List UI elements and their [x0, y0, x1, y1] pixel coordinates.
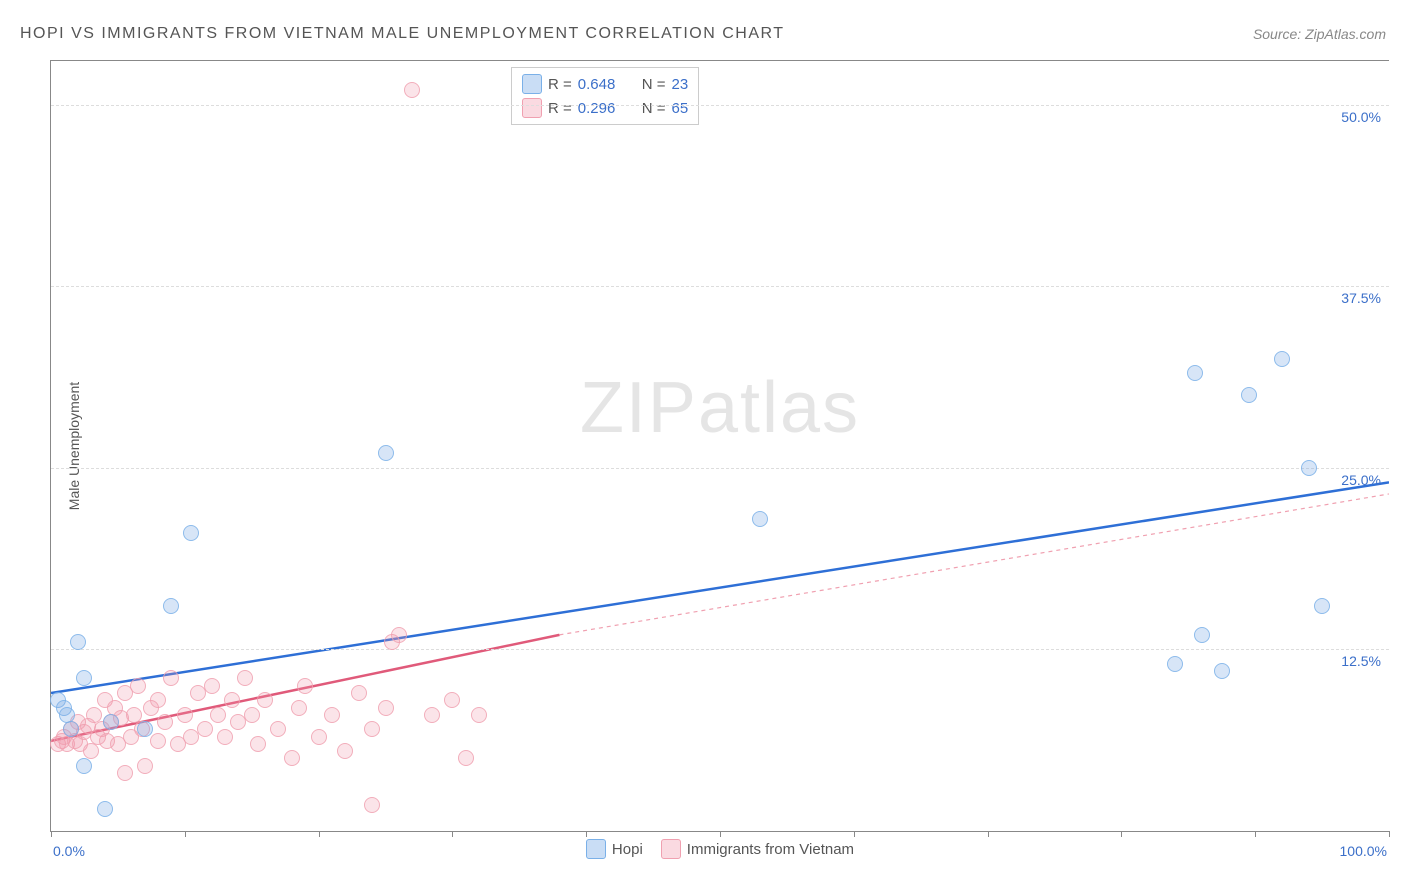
x-max-label: 100.0% — [1340, 843, 1387, 859]
data-point — [76, 670, 92, 686]
x-tick — [988, 831, 989, 837]
chart-header: HOPI VS IMMIGRANTS FROM VIETNAM MALE UNE… — [20, 25, 1386, 43]
data-point — [197, 721, 213, 737]
data-point — [337, 743, 353, 759]
data-point — [150, 733, 166, 749]
x-tick — [720, 831, 721, 837]
data-point — [117, 765, 133, 781]
data-point — [458, 750, 474, 766]
data-point — [150, 692, 166, 708]
data-point — [378, 445, 394, 461]
data-point — [1314, 598, 1330, 614]
data-point — [1241, 387, 1257, 403]
correlation-legend: R = 0.648 N = 23 R = 0.296 N = 65 — [511, 67, 699, 125]
y-tick-label: 50.0% — [1341, 109, 1381, 125]
series-legend: Hopi Immigrants from Vietnam — [51, 839, 1389, 859]
data-point — [297, 678, 313, 694]
data-point — [391, 627, 407, 643]
data-point — [351, 685, 367, 701]
gridline — [51, 105, 1389, 106]
data-point — [324, 707, 340, 723]
swatch-icon — [522, 98, 542, 118]
data-point — [70, 634, 86, 650]
scatter-chart: ZIPatlas R = 0.648 N = 23 R = 0.296 N = … — [50, 60, 1389, 832]
x-tick — [185, 831, 186, 837]
data-point — [364, 797, 380, 813]
r-value: 0.648 — [578, 76, 628, 93]
legend-item-hopi: Hopi — [586, 839, 643, 859]
data-point — [76, 758, 92, 774]
data-point — [250, 736, 266, 752]
data-point — [163, 670, 179, 686]
data-point — [1274, 351, 1290, 367]
data-point — [97, 801, 113, 817]
data-point — [1187, 365, 1203, 381]
x-tick — [319, 831, 320, 837]
data-point — [210, 707, 226, 723]
data-point — [284, 750, 300, 766]
data-point — [1214, 663, 1230, 679]
data-point — [291, 700, 307, 716]
data-point — [471, 707, 487, 723]
swatch-icon — [586, 839, 606, 859]
data-point — [183, 525, 199, 541]
r-value: 0.296 — [578, 100, 628, 117]
x-min-label: 0.0% — [53, 843, 85, 859]
data-point — [126, 707, 142, 723]
chart-title: HOPI VS IMMIGRANTS FROM VIETNAM MALE UNE… — [20, 25, 785, 43]
data-point — [137, 758, 153, 774]
x-tick — [452, 831, 453, 837]
n-value: 23 — [672, 76, 689, 93]
x-tick — [854, 831, 855, 837]
data-point — [237, 670, 253, 686]
data-point — [137, 721, 153, 737]
y-tick-label: 25.0% — [1341, 472, 1381, 488]
x-tick — [1389, 831, 1390, 837]
data-point — [752, 511, 768, 527]
data-point — [63, 721, 79, 737]
data-point — [364, 721, 380, 737]
legend-row-vietnam: R = 0.296 N = 65 — [522, 96, 688, 120]
legend-row-hopi: R = 0.648 N = 23 — [522, 72, 688, 96]
n-value: 65 — [672, 100, 689, 117]
data-point — [217, 729, 233, 745]
data-point — [59, 707, 75, 723]
x-tick — [1121, 831, 1122, 837]
source-attribution: Source: ZipAtlas.com — [1253, 26, 1386, 42]
data-point — [270, 721, 286, 737]
data-point — [257, 692, 273, 708]
data-point — [130, 678, 146, 694]
data-point — [103, 714, 119, 730]
gridline — [51, 286, 1389, 287]
data-point — [444, 692, 460, 708]
data-point — [1167, 656, 1183, 672]
data-point — [404, 82, 420, 98]
gridline — [51, 468, 1389, 469]
swatch-icon — [522, 74, 542, 94]
gridline — [51, 649, 1389, 650]
y-tick-label: 12.5% — [1341, 653, 1381, 669]
x-tick — [51, 831, 52, 837]
data-point — [224, 692, 240, 708]
data-point — [1301, 460, 1317, 476]
legend-item-vietnam: Immigrants from Vietnam — [661, 839, 854, 859]
y-tick-label: 37.5% — [1341, 290, 1381, 306]
data-point — [424, 707, 440, 723]
data-point — [378, 700, 394, 716]
data-point — [204, 678, 220, 694]
data-point — [311, 729, 327, 745]
data-point — [244, 707, 260, 723]
watermark: ZIPatlas — [580, 367, 860, 449]
x-tick — [586, 831, 587, 837]
data-point — [177, 707, 193, 723]
x-tick — [1255, 831, 1256, 837]
data-point — [86, 707, 102, 723]
data-point — [163, 598, 179, 614]
data-point — [1194, 627, 1210, 643]
data-point — [157, 714, 173, 730]
swatch-icon — [661, 839, 681, 859]
